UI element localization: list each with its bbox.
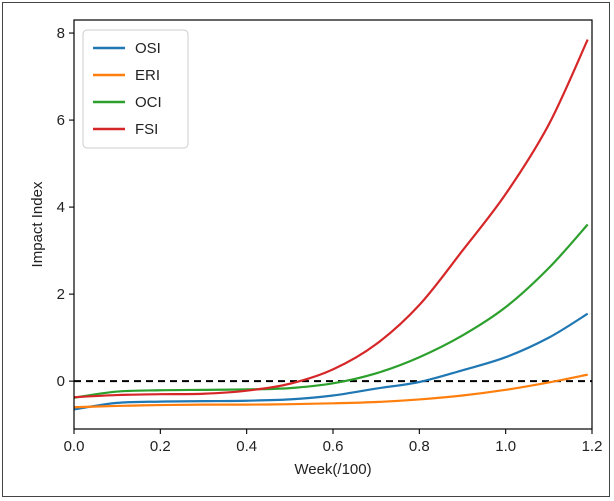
series-line-eri: [74, 373, 588, 409]
axes: 0.0 0.2 0.4 0.6 0.8 1.0 1.2 0 2 4 6 8: [57, 19, 603, 455]
x-tick-label: 1.0: [495, 438, 516, 455]
x-tick-label: 0.6: [323, 438, 344, 455]
x-tick-label: 0.0: [64, 438, 85, 455]
y-tick-label: 6: [57, 112, 65, 129]
y-tick-label: 2: [57, 286, 65, 303]
x-axis-label: Week(/100): [294, 461, 371, 478]
series-line-oci: [74, 223, 589, 399]
y-tick-label: 8: [57, 25, 65, 42]
y-tick-label: 0: [57, 373, 65, 390]
series-line-fsi: [74, 39, 589, 399]
legend-label-eri: ERI: [135, 67, 160, 84]
plot-area: [74, 39, 592, 411]
legend-label-osi: OSI: [135, 40, 161, 57]
legend-label-fsi: FSI: [135, 121, 158, 138]
y-tick-label: 4: [57, 199, 65, 216]
legend-label-oci: OCI: [135, 94, 162, 111]
legend-box: [82, 29, 189, 149]
x-tick-label: 1.2: [582, 438, 603, 455]
x-tick-label: 0.8: [409, 438, 430, 455]
legend: OSI ERI OCI FSI: [82, 29, 189, 149]
x-tick-label: 0.4: [236, 438, 257, 455]
x-tick-label: 0.2: [150, 438, 171, 455]
y-axis-label: Impact Index: [29, 181, 46, 267]
series-line-osi: [74, 312, 589, 411]
